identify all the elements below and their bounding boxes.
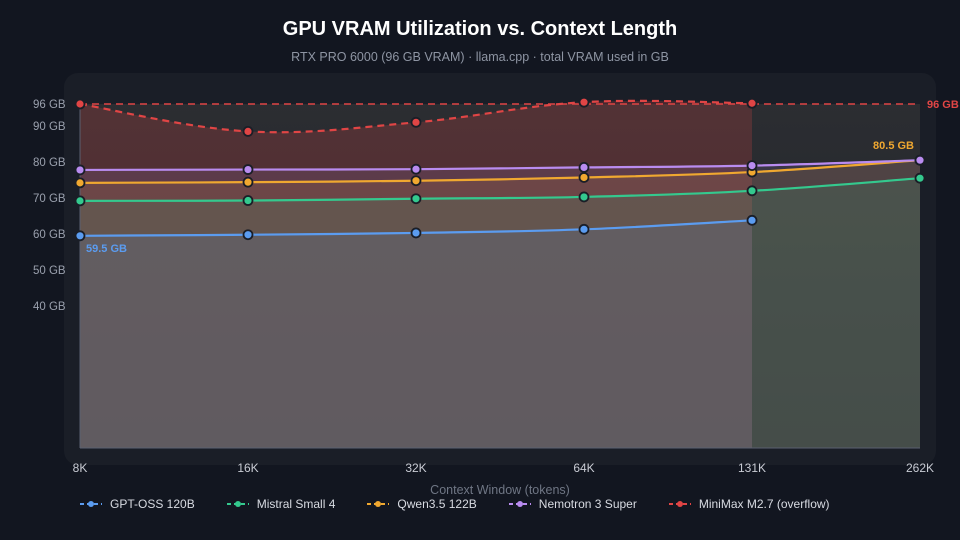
legend-item: MiniMax M2.7 (overflow) [668, 497, 830, 511]
data-point [410, 163, 422, 175]
legend-label: Mistral Small 4 [256, 497, 336, 511]
chart-title: GPU VRAM Utilization vs. Context Length [282, 18, 678, 40]
data-annotation: 59.5 GB [86, 243, 127, 255]
data-point [914, 172, 926, 184]
data-point [578, 172, 590, 183]
area-fill-series-1 [80, 178, 920, 448]
legend-label: Qwen3.5 122B [397, 497, 477, 511]
chart-subtitle: RTX PRO 6000 (96 GB VRAM) · llama.cpp · … [291, 50, 669, 64]
legend-swatch [508, 501, 531, 507]
y-tick-label: 96 GB [33, 99, 66, 111]
data-point [410, 175, 422, 187]
plot-area-background [80, 104, 920, 448]
data-point [242, 125, 254, 137]
data-point [914, 154, 926, 166]
y-tick-label: 50 GB [33, 265, 66, 277]
chart-legend: GPT-OSS 120B Mistral Small 4 Qwen3.5 122B N… [80, 496, 862, 512]
data-point [74, 230, 86, 242]
area-fill-series-2 [80, 160, 920, 448]
data-point [578, 161, 590, 173]
legend-swatch [668, 501, 691, 507]
data-point [746, 97, 758, 109]
data-point [746, 185, 758, 197]
legend-swatch [367, 501, 390, 507]
x-tick-label: 262K [906, 461, 934, 475]
area-fill-series-0 [80, 220, 752, 448]
legend-item: Qwen3.5 122B [367, 497, 477, 511]
series-line-1 [79, 177, 921, 202]
data-point [74, 177, 86, 189]
legend-label: MiniMax M2.7 (overflow) [698, 497, 830, 511]
y-tick-label: 70 GB [33, 193, 66, 205]
x-tick-label: 32K [405, 461, 426, 475]
data-point [242, 164, 254, 175]
data-point [578, 96, 590, 108]
y-tick-label: 40 GB [33, 301, 66, 313]
x-tick-label: 131K [738, 461, 766, 475]
series-line-2 [79, 159, 921, 184]
x-tick-label: 16K [237, 461, 258, 475]
data-point [74, 195, 86, 207]
area-fill-series-4 [80, 100, 752, 448]
area-fill-series-3 [80, 160, 920, 448]
legend-swatch [80, 501, 102, 507]
data-point [74, 164, 86, 176]
data-point [578, 191, 590, 203]
data-point [410, 193, 422, 205]
x-tick-label: 8K [73, 461, 88, 475]
data-point [746, 160, 758, 172]
legend-label: Nemotron 3 Super [538, 497, 637, 511]
y-tick-label: 90 GB [33, 121, 66, 133]
legend-item: GPT-OSS 120B [80, 497, 195, 511]
data-annotation: 80.5 GB [873, 140, 914, 152]
data-point [746, 214, 758, 226]
y-tick-label: 80 GB [33, 157, 66, 169]
data-point [242, 176, 254, 188]
vram-limit-label: 96 GB [927, 99, 959, 111]
legend-item: Mistral Small 4 [226, 497, 336, 511]
y-tick-label: 60 GB [33, 229, 66, 241]
legend-item: Nemotron 3 Super [508, 497, 637, 511]
x-tick-label: 64K [573, 461, 594, 475]
data-point [410, 227, 422, 239]
legend-label: GPT-OSS 120B [110, 497, 195, 511]
data-point [578, 223, 590, 235]
x-axis-title: Context Window (tokens) [430, 483, 570, 497]
data-point [74, 98, 86, 110]
series-line-3 [79, 159, 921, 172]
legend-swatch [226, 501, 249, 507]
data-point [410, 116, 422, 128]
data-point [242, 195, 254, 206]
data-point [242, 229, 254, 241]
